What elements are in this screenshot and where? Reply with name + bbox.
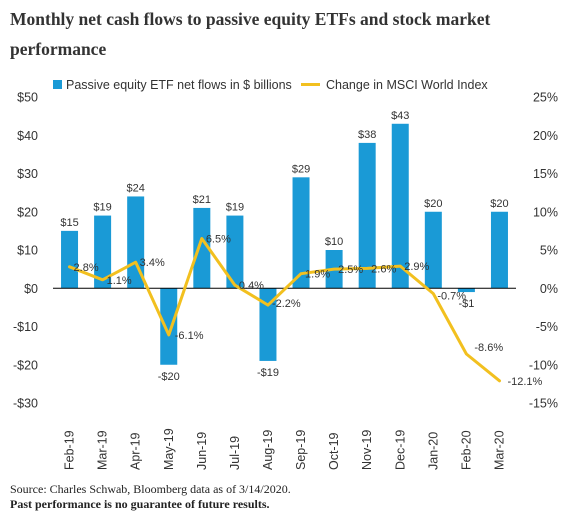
bar — [61, 230, 79, 289]
x-tick-label: Mar-20 — [492, 430, 506, 470]
x-tick-label: Jan-20 — [426, 432, 440, 470]
x-tick-label: Feb-20 — [459, 430, 473, 470]
line-value-label: 1.1% — [107, 275, 132, 287]
line-value-label: 1.9% — [305, 269, 330, 281]
bar — [259, 288, 277, 361]
y-right-tick-label: 15% — [533, 167, 558, 181]
chart-title: Monthly net cash flows to passive equity… — [10, 9, 491, 59]
legend-line-label: Change in MSCI World Index — [326, 78, 488, 92]
x-tick-label: Oct-19 — [327, 432, 341, 470]
x-tick-label: May-19 — [162, 428, 176, 470]
y-left-tick-label: -$10 — [13, 320, 38, 334]
bar — [226, 215, 244, 289]
y-right-tick-label: -5% — [536, 320, 558, 334]
chart-footer: Source: Charles Schwab, Bloomberg data a… — [10, 482, 291, 512]
bar — [94, 215, 112, 289]
bar-value-label: $15 — [60, 217, 78, 229]
disclaimer-note: Past performance is no guarantee of futu… — [10, 497, 270, 511]
y-left-tick-label: -$30 — [13, 397, 38, 411]
line-value-label: 2.6% — [371, 263, 396, 275]
y-left-tick-label: -$20 — [13, 358, 38, 372]
bar-value-label: -$20 — [158, 371, 180, 383]
y-left-tick-label: $50 — [17, 91, 38, 105]
bar-value-label: $24 — [126, 182, 144, 194]
y-right-tick-label: 5% — [540, 244, 558, 258]
line-value-label: -12.1% — [507, 376, 542, 388]
x-tick-label: Jul-19 — [228, 436, 242, 470]
line-value-label: -6.1% — [175, 330, 204, 342]
x-tick-label: Sep-19 — [294, 430, 308, 470]
y-right-tick-label: -15% — [529, 397, 558, 411]
y-left-tick-label: $40 — [17, 129, 38, 143]
bar — [358, 142, 376, 289]
line-value-label: -8.6% — [474, 342, 503, 354]
bar-value-label: $21 — [193, 194, 211, 206]
bar-value-label: $20 — [424, 198, 442, 210]
bar — [292, 177, 310, 289]
line-value-label: 6.5% — [206, 234, 231, 246]
bar — [457, 288, 475, 293]
x-tick-label: Mar-19 — [96, 430, 110, 470]
bar-value-label: $10 — [325, 236, 343, 248]
msci-line — [68, 237, 501, 383]
bar — [160, 288, 178, 365]
bar — [391, 123, 409, 289]
y-left-tick-label: $30 — [17, 167, 38, 181]
y-right-tick-label: -10% — [529, 358, 558, 372]
x-tick-label: Jun-19 — [195, 432, 209, 470]
bar — [490, 211, 508, 289]
legend-bar-label: Passive equity ETF net flows in $ billio… — [66, 78, 292, 92]
y-left-tick-label: $0 — [24, 282, 38, 296]
x-tick-label: Nov-19 — [360, 430, 374, 470]
bar-value-label: $43 — [391, 110, 409, 122]
line-value-label: 0.4% — [239, 280, 264, 292]
line-value-label: -2.2% — [272, 298, 301, 310]
x-tick-label: Aug-19 — [261, 430, 275, 470]
bar-value-label: -$1 — [458, 298, 474, 310]
y-left-tick-label: $20 — [17, 205, 38, 219]
bar-value-label: $20 — [490, 198, 508, 210]
bar-value-label: $19 — [226, 202, 244, 214]
bar — [193, 207, 211, 289]
legend-bar-swatch — [53, 80, 62, 89]
x-tick-label: Apr-19 — [129, 432, 143, 470]
x-tick-label: Feb-19 — [63, 430, 77, 470]
line-value-label: 2.9% — [404, 261, 429, 273]
y-right-tick-label: 10% — [533, 205, 558, 219]
y-left-tick-label: $10 — [17, 244, 38, 258]
line-value-label: 2.5% — [338, 264, 363, 276]
line-value-label: 2.8% — [74, 262, 99, 274]
y-right-tick-label: 25% — [533, 91, 558, 105]
bar-value-label: $38 — [358, 129, 376, 141]
bar-value-label: $19 — [93, 202, 111, 214]
y-right-tick-label: 0% — [540, 282, 558, 296]
bar-value-label: $29 — [292, 163, 310, 175]
bar — [424, 211, 442, 289]
y-right-tick-label: 20% — [533, 129, 558, 143]
source-note: Source: Charles Schwab, Bloomberg data a… — [10, 482, 291, 496]
x-tick-label: Dec-19 — [393, 430, 407, 470]
bar-value-label: -$19 — [257, 367, 279, 379]
line-value-label: 3.4% — [140, 257, 165, 269]
line-value-label: -0.7% — [437, 291, 466, 303]
